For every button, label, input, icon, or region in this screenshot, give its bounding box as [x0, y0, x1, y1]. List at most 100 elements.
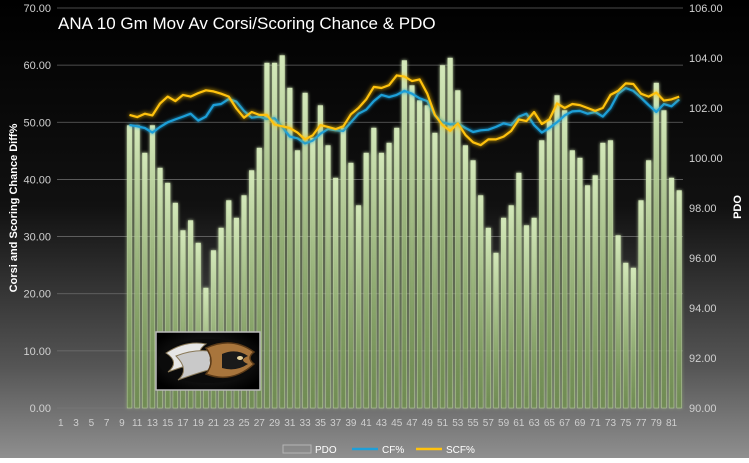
pdo-bar [424, 105, 430, 409]
x-axis-tick-label: 43 [376, 418, 388, 429]
x-axis-tick-label: 63 [529, 418, 541, 429]
pdo-bar [302, 92, 308, 409]
pdo-bar [500, 217, 507, 409]
pdo-bar [371, 127, 377, 409]
pdo-bar [218, 227, 224, 409]
x-axis-tick-label: 33 [300, 418, 312, 429]
x-axis-tick-label: 53 [452, 418, 464, 429]
x-axis-tick-label: 51 [437, 418, 449, 429]
pdo-bar [577, 157, 583, 409]
pdo-bar [554, 95, 560, 409]
left-axis-tick-label: 0.00 [30, 403, 51, 415]
x-axis-tick-label: 5 [89, 418, 95, 429]
pdo-bar [470, 160, 476, 409]
pdo-bar [340, 127, 346, 409]
pdo-bar [233, 217, 240, 409]
pdo-bar [142, 152, 148, 409]
pdo-bar [126, 125, 133, 409]
x-axis-tick-label: 65 [544, 418, 556, 429]
x-axis-tick-label: 35 [315, 418, 327, 429]
pdo-bar [630, 267, 636, 409]
pdo-bar [210, 250, 217, 409]
pdo-bar [409, 85, 415, 409]
x-axis-tick-label: 15 [162, 418, 174, 429]
pdo-bar [287, 87, 293, 409]
x-axis-tick-label: 19 [193, 418, 205, 429]
x-axis-tick-label: 25 [238, 418, 250, 429]
pdo-bar [516, 172, 522, 409]
pdo-bar [638, 200, 644, 409]
pdo-bar [401, 60, 407, 409]
pdo-bar [478, 195, 484, 409]
pdo-bar [592, 175, 598, 409]
pdo-bar [493, 252, 499, 409]
pdo-bar [485, 227, 491, 409]
x-axis-tick-label: 31 [284, 418, 296, 429]
pdo-bar [279, 55, 285, 409]
pdo-bar [661, 110, 667, 409]
x-axis-tick-label: 75 [620, 418, 632, 429]
pdo-bar [615, 235, 621, 409]
scf-line [129, 74, 680, 147]
x-axis-tick-label: 71 [590, 418, 602, 429]
pdo-bar [294, 150, 301, 409]
pdo-bar [317, 105, 323, 409]
pdo-bar [134, 125, 140, 409]
left-axis-tick-label: 20.00 [23, 289, 51, 301]
legend-cf-label: CF% [382, 445, 404, 456]
x-axis-tick-label: 77 [635, 418, 647, 429]
pdo-bar [157, 167, 163, 409]
pdo-bar [447, 57, 453, 409]
x-axis-tick-label: 23 [223, 418, 235, 429]
right-axis-tick-label: 96.00 [689, 253, 717, 265]
right-axis-tick-label: 104.00 [689, 53, 723, 65]
x-axis-tick-label: 3 [73, 418, 79, 429]
pdo-bar [348, 162, 354, 409]
pdo-bar [676, 190, 682, 409]
pdo-bar [523, 225, 530, 409]
pdo-bar [607, 140, 614, 409]
right-axis-tick-label: 102.00 [689, 103, 723, 115]
left-axis-label: Corsi and Scoring Chance Diff% [8, 123, 20, 292]
pdo-bar [149, 125, 156, 409]
pdo-bar [439, 65, 446, 409]
x-axis-tick-label: 9 [119, 418, 125, 429]
x-axis-tick-label: 13 [147, 418, 159, 429]
x-axis-tick-label: 55 [467, 418, 479, 429]
x-axis-tick-label: 1 [58, 418, 64, 429]
left-axis-tick-label: 60.00 [23, 60, 51, 72]
pdo-bar [310, 137, 316, 409]
pdo-bar [462, 145, 469, 409]
pdo-bar [623, 262, 629, 409]
left-axis-tick-label: 40.00 [23, 174, 51, 186]
left-axis-tick-label: 30.00 [23, 232, 51, 244]
x-axis-tick-label: 7 [104, 418, 110, 429]
pdo-bar [241, 195, 247, 409]
legend: PDO CF% SCF% [282, 444, 475, 456]
right-axis-tick-label: 100.00 [689, 153, 723, 165]
x-axis-tick-label: 67 [559, 418, 571, 429]
pdo-bar [172, 202, 178, 409]
pdo-bar [646, 160, 652, 409]
pdo-bar [378, 152, 385, 409]
pdo-bar [531, 217, 537, 409]
right-axis-tick-labels: 90.00 92.00 94.00 96.00 98.00 100.00 102.00 104… [689, 3, 723, 415]
x-axis-tick-label: 17 [177, 418, 189, 429]
chart-title: ANA 10 Gm Mov Av Corsi/Scoring Chance & … [58, 14, 436, 33]
x-axis-tick-label: 45 [391, 418, 403, 429]
x-axis-tick-label: 39 [345, 418, 357, 429]
left-axis-tick-labels: 0.00 10.00 20.00 30.00 40.00 50.00 60.00 70.00 [23, 3, 51, 415]
pdo-bar [187, 220, 194, 409]
left-axis-tick-label: 70.00 [23, 3, 51, 15]
pdo-bar [363, 152, 369, 409]
x-axis-tick-labels: 1 3 5 7 9 11 13 15 17 19 21 23 25 27 29 31 33 35 37 39 41 43 4… [58, 418, 678, 429]
pdo-bar [539, 140, 545, 409]
pdo-bar [546, 120, 553, 409]
pdo-bar [249, 170, 255, 409]
pdo-bar [600, 142, 606, 409]
x-axis-tick-label: 49 [422, 418, 434, 429]
pdo-bar [226, 200, 232, 409]
cf-line [129, 86, 680, 145]
